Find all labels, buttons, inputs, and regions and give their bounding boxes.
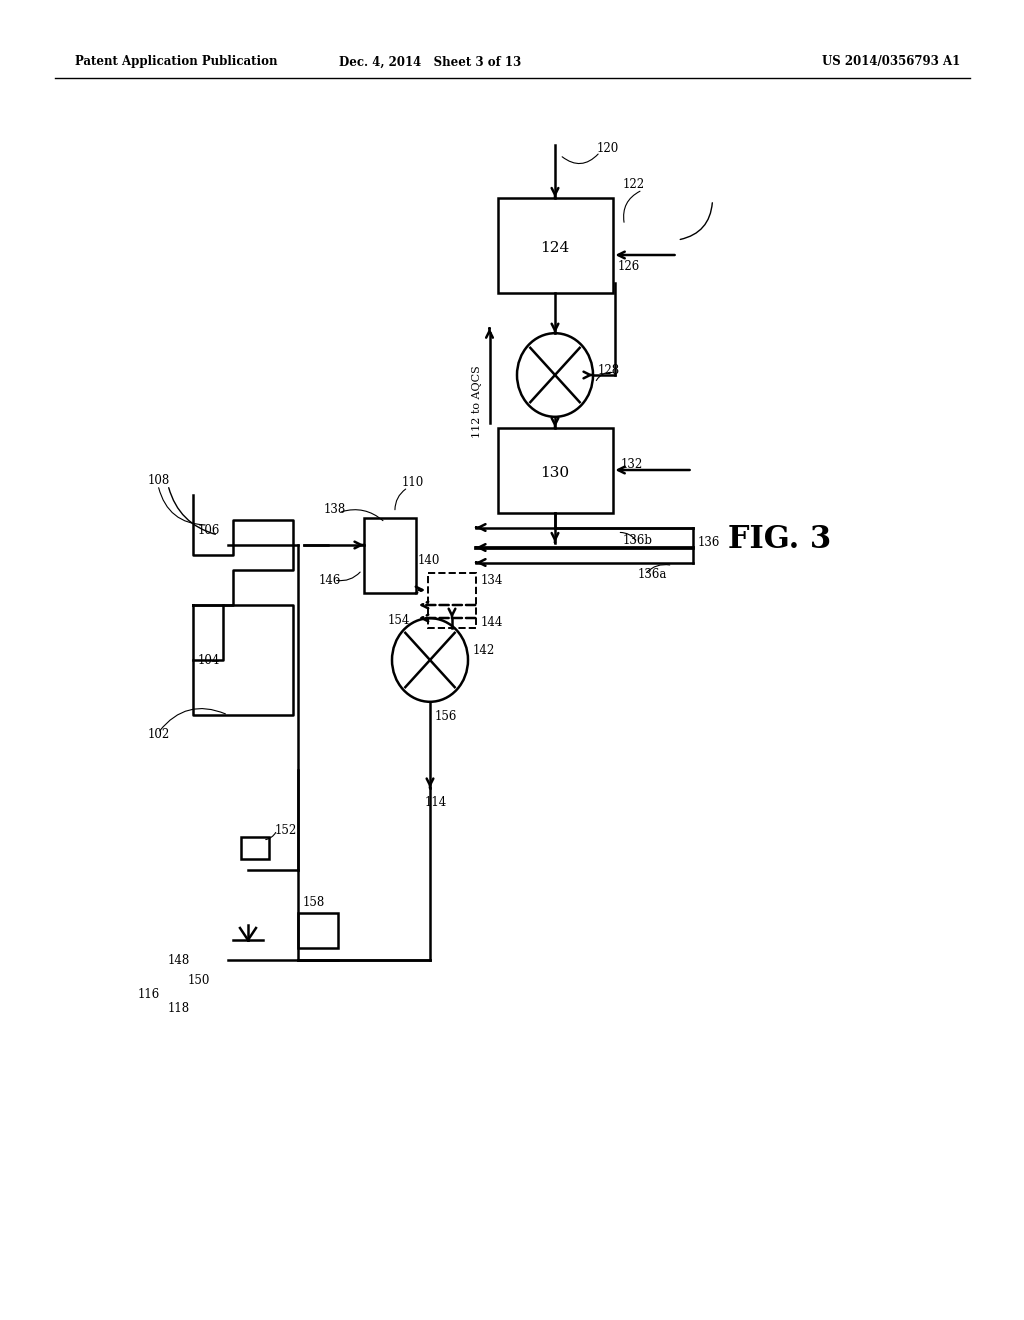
Bar	[498, 428, 612, 512]
Bar	[428, 573, 476, 627]
Text: 144: 144	[481, 615, 504, 628]
Text: 136a: 136a	[638, 568, 667, 581]
Text: 112 to AQCS: 112 to AQCS	[472, 364, 482, 438]
Text: 142: 142	[473, 644, 496, 656]
Text: 140: 140	[418, 553, 440, 566]
Text: 152: 152	[275, 824, 297, 837]
Text: 134: 134	[481, 573, 504, 586]
Text: 132: 132	[621, 458, 643, 471]
Bar	[241, 837, 269, 859]
Text: 118: 118	[168, 1002, 190, 1015]
Text: FIG. 3: FIG. 3	[728, 524, 831, 556]
Bar	[298, 912, 338, 948]
Bar	[364, 517, 416, 593]
Text: 150: 150	[188, 974, 210, 986]
Text: 124: 124	[541, 242, 569, 255]
Text: 116: 116	[138, 989, 160, 1002]
Text: 108: 108	[148, 474, 170, 487]
Text: 106: 106	[198, 524, 220, 536]
Text: 136b: 136b	[623, 535, 652, 546]
Text: 138: 138	[324, 503, 346, 516]
Text: Patent Application Publication: Patent Application Publication	[75, 55, 278, 69]
Text: 158: 158	[303, 895, 326, 908]
Bar	[498, 198, 612, 293]
Text: 126: 126	[617, 260, 640, 273]
Text: 128: 128	[598, 363, 621, 376]
Text: 110: 110	[402, 477, 424, 488]
Text: Dec. 4, 2014   Sheet 3 of 13: Dec. 4, 2014 Sheet 3 of 13	[339, 55, 521, 69]
Text: 122: 122	[623, 178, 645, 191]
Text: 148: 148	[168, 953, 190, 966]
Text: 120: 120	[597, 141, 620, 154]
Text: 130: 130	[541, 466, 569, 480]
Text: US 2014/0356793 A1: US 2014/0356793 A1	[821, 55, 961, 69]
Text: 104: 104	[198, 653, 220, 667]
Text: 156: 156	[435, 710, 458, 722]
Text: 154: 154	[388, 614, 411, 627]
Text: 102: 102	[148, 729, 170, 742]
Text: 146: 146	[319, 573, 341, 586]
Text: 136: 136	[697, 536, 720, 549]
Text: 114: 114	[425, 796, 447, 809]
